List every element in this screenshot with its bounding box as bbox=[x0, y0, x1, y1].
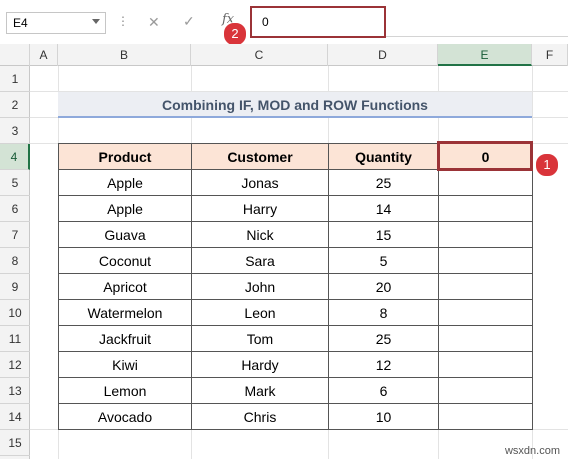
active-cell-e4[interactable]: 0 bbox=[438, 143, 533, 170]
table-row: Apricot John 20 bbox=[58, 273, 533, 300]
data-table: Product Customer Quantity 0 Apple Jonas … bbox=[58, 143, 533, 430]
title-background bbox=[58, 92, 532, 118]
table-cell[interactable]: Coconut bbox=[58, 247, 192, 274]
table-cell[interactable]: Hardy bbox=[191, 351, 329, 378]
header-cell-customer[interactable]: Customer bbox=[191, 143, 329, 170]
column-header-f[interactable]: F bbox=[532, 44, 568, 66]
table-cell[interactable] bbox=[438, 325, 533, 352]
row-header-13[interactable]: 13 bbox=[0, 378, 30, 404]
table-cell[interactable]: Nick bbox=[191, 221, 329, 248]
table-cell[interactable]: 15 bbox=[328, 221, 439, 248]
table-cell[interactable] bbox=[438, 247, 533, 274]
row-header-bar: 1 2 3 4 5 6 7 8 9 10 11 12 13 14 15 bbox=[0, 66, 30, 459]
header-cell-product[interactable]: Product bbox=[58, 143, 192, 170]
formula-input[interactable]: 0 bbox=[250, 6, 386, 38]
table-cell[interactable]: 10 bbox=[328, 403, 439, 430]
table-cell[interactable] bbox=[438, 221, 533, 248]
table-cell[interactable]: 14 bbox=[328, 195, 439, 222]
table-row: Jackfruit Tom 25 bbox=[58, 325, 533, 352]
table-cell[interactable]: Sara bbox=[191, 247, 329, 274]
table-cell[interactable]: Apple bbox=[58, 195, 192, 222]
table-cell[interactable] bbox=[438, 273, 533, 300]
table-row: Lemon Mark 6 bbox=[58, 377, 533, 404]
table-cell[interactable]: 8 bbox=[328, 299, 439, 326]
row-header-15[interactable]: 15 bbox=[0, 430, 30, 456]
row-header-11[interactable]: 11 bbox=[0, 326, 30, 352]
select-all-corner[interactable] bbox=[0, 44, 30, 66]
table-row: Apple Harry 14 bbox=[58, 195, 533, 222]
table-cell[interactable]: 5 bbox=[328, 247, 439, 274]
table-cell[interactable]: Guava bbox=[58, 221, 192, 248]
row-header-8[interactable]: 8 bbox=[0, 248, 30, 274]
gridline bbox=[30, 429, 568, 430]
table-cell[interactable]: 12 bbox=[328, 351, 439, 378]
table-cell[interactable]: Jonas bbox=[191, 169, 329, 196]
table-cell[interactable]: Chris bbox=[191, 403, 329, 430]
more-icon: ⋮ bbox=[117, 14, 129, 28]
step-badge-1: 1 bbox=[535, 153, 559, 177]
cancel-icon[interactable]: ✕ bbox=[148, 14, 160, 30]
table-row: Watermelon Leon 8 bbox=[58, 299, 533, 326]
row-header-14[interactable]: 14 bbox=[0, 404, 30, 430]
gridline bbox=[30, 91, 568, 92]
column-header-bar: A B C D E F bbox=[0, 44, 568, 66]
column-header-c[interactable]: C bbox=[191, 44, 328, 66]
step-badge-2: 2 bbox=[223, 22, 247, 46]
table-row: Coconut Sara 5 bbox=[58, 247, 533, 274]
column-header-d[interactable]: D bbox=[328, 44, 438, 66]
table-cell[interactable]: Watermelon bbox=[58, 299, 192, 326]
row-header-12[interactable]: 12 bbox=[0, 352, 30, 378]
table-cell[interactable]: Leon bbox=[191, 299, 329, 326]
row-header-10[interactable]: 10 bbox=[0, 300, 30, 326]
row-header-3[interactable]: 3 bbox=[0, 118, 30, 144]
table-cell[interactable]: 6 bbox=[328, 377, 439, 404]
gridline bbox=[532, 66, 533, 459]
column-header-a[interactable]: A bbox=[30, 44, 58, 66]
table-cell[interactable] bbox=[438, 195, 533, 222]
name-box[interactable]: E4 bbox=[6, 12, 106, 34]
table-cell[interactable]: Kiwi bbox=[58, 351, 192, 378]
title-underline bbox=[58, 116, 532, 118]
table-cell[interactable]: 20 bbox=[328, 273, 439, 300]
table-row: Guava Nick 15 bbox=[58, 221, 533, 248]
table-cell[interactable]: Apple bbox=[58, 169, 192, 196]
table-cell[interactable]: 25 bbox=[328, 325, 439, 352]
formula-bar-divider bbox=[386, 36, 568, 37]
table-cell[interactable]: Apricot bbox=[58, 273, 192, 300]
table-cell[interactable]: John bbox=[191, 273, 329, 300]
table-cell[interactable] bbox=[438, 299, 533, 326]
row-header-9[interactable]: 9 bbox=[0, 274, 30, 300]
enter-icon[interactable]: ✓ bbox=[183, 13, 195, 29]
sheet-title[interactable]: Combining IF, MOD and ROW Functions bbox=[162, 97, 428, 113]
table-cell[interactable]: Jackfruit bbox=[58, 325, 192, 352]
table-cell[interactable]: Mark bbox=[191, 377, 329, 404]
table-cell[interactable]: Avocado bbox=[58, 403, 192, 430]
row-header-4[interactable]: 4 bbox=[0, 144, 30, 170]
table-row: Avocado Chris 10 bbox=[58, 403, 533, 430]
row-header-7[interactable]: 7 bbox=[0, 222, 30, 248]
table-cell[interactable] bbox=[438, 377, 533, 404]
row-header-2[interactable]: 2 bbox=[0, 92, 30, 118]
header-cell-quantity[interactable]: Quantity bbox=[328, 143, 439, 170]
table-cell[interactable]: Tom bbox=[191, 325, 329, 352]
chevron-down-icon[interactable] bbox=[92, 19, 100, 24]
row-header-5[interactable]: 5 bbox=[0, 170, 30, 196]
column-header-b[interactable]: B bbox=[58, 44, 191, 66]
active-cell-highlight bbox=[437, 141, 533, 171]
table-cell[interactable] bbox=[438, 169, 533, 196]
table-cell[interactable]: Harry bbox=[191, 195, 329, 222]
table-row: Kiwi Hardy 12 bbox=[58, 351, 533, 378]
row-header-1[interactable]: 1 bbox=[0, 66, 30, 92]
watermark: wsxdn.com bbox=[504, 445, 560, 457]
table-cell[interactable] bbox=[438, 403, 533, 430]
table-header-row: Product Customer Quantity 0 bbox=[58, 143, 533, 170]
table-cell[interactable] bbox=[438, 351, 533, 378]
table-cell[interactable]: 25 bbox=[328, 169, 439, 196]
column-header-e[interactable]: E bbox=[438, 44, 532, 66]
table-cell[interactable]: Lemon bbox=[58, 377, 192, 404]
row-header-6[interactable]: 6 bbox=[0, 196, 30, 222]
table-row: Apple Jonas 25 bbox=[58, 169, 533, 196]
